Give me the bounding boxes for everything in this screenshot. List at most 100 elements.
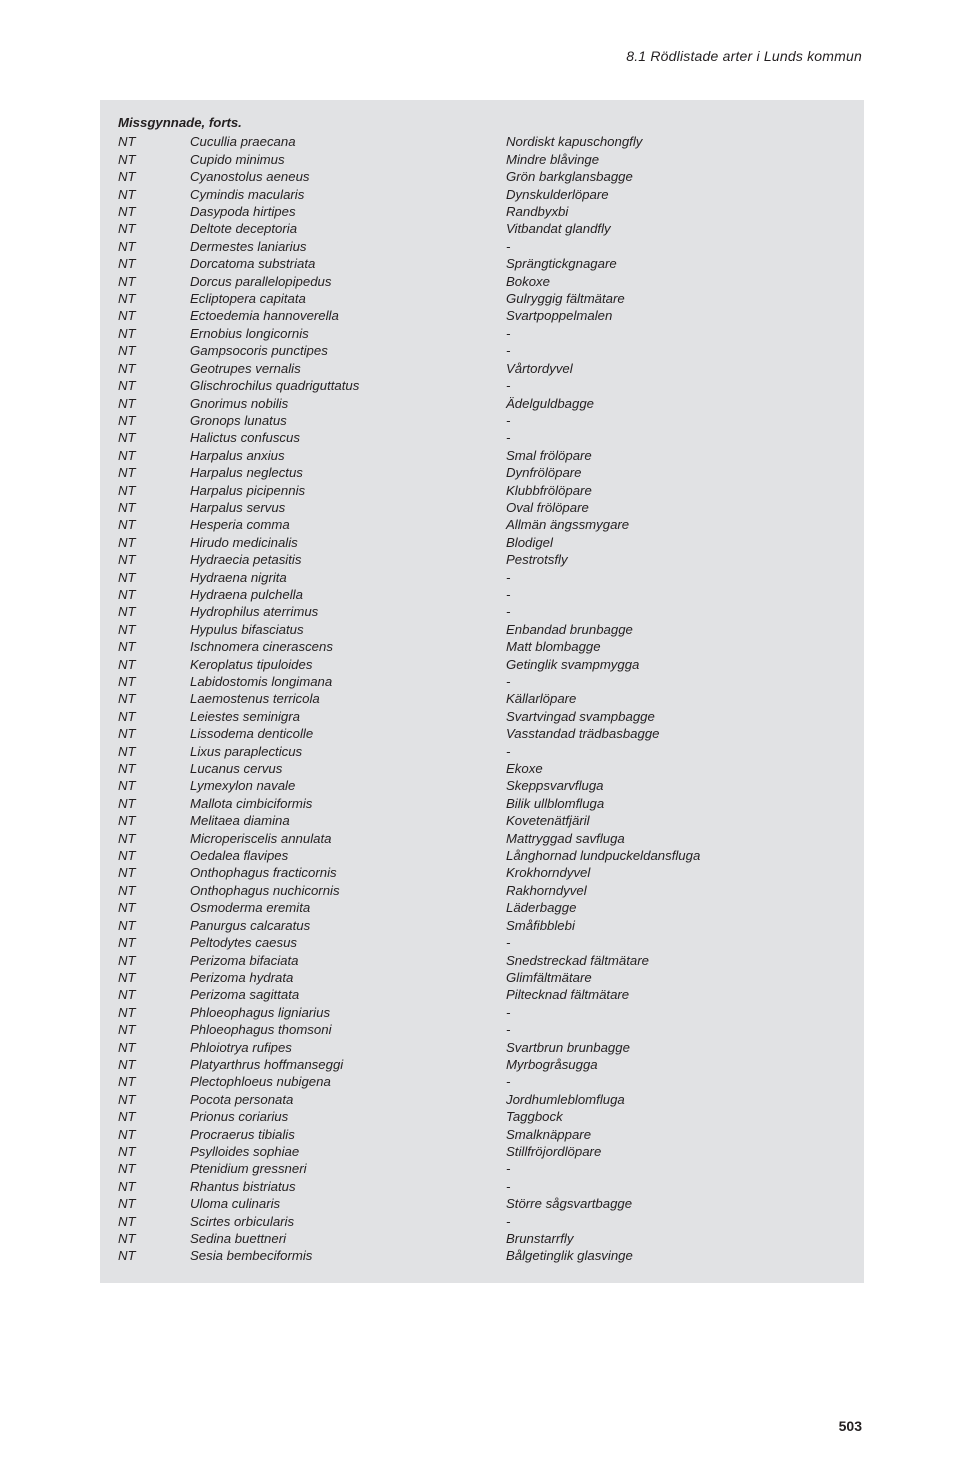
status-code: NT [118,882,190,899]
table-row: NTScirtes orbicularis- [118,1213,838,1230]
common-name: Klubbfrölöpare [506,482,838,499]
status-code: NT [118,1108,190,1125]
common-name: Långhornad lundpuckeldansfluga [506,847,838,864]
status-code: NT [118,1056,190,1073]
common-name: - [506,1021,838,1038]
scientific-name: Onthophagus nuchicornis [190,882,506,899]
table-row: NTPhloeophagus thomsoni- [118,1021,838,1038]
common-name: Myrbogråsugga [506,1056,838,1073]
common-name: - [506,603,838,620]
status-code: NT [118,934,190,951]
scientific-name: Lucanus cervus [190,760,506,777]
status-code: NT [118,133,190,150]
table-row: NTPerizoma bifaciataSnedstreckad fältmät… [118,952,838,969]
status-code: NT [118,429,190,446]
common-name: Vasstandad trädbasbagge [506,725,838,742]
status-code: NT [118,377,190,394]
table-row: NTHarpalus servusOval frölöpare [118,499,838,516]
common-name: Glimfältmätare [506,969,838,986]
table-row: NTCymindis macularisDynskulderlöpare [118,186,838,203]
scientific-name: Ectoedemia hannoverella [190,307,506,324]
table-row: NTHydraena pulchella- [118,586,838,603]
scientific-name: Peltodytes caesus [190,934,506,951]
status-code: NT [118,1126,190,1143]
common-name: Smal frölöpare [506,447,838,464]
scientific-name: Sesia bembeciformis [190,1247,506,1264]
table-row: NTCupido minimusMindre blåvinge [118,151,838,168]
scientific-name: Dasypoda hirtipes [190,203,506,220]
common-name: - [506,569,838,586]
table-row: NTCucullia praecanaNordiskt kapuschongfl… [118,133,838,150]
common-name: Kovetenätfjäril [506,812,838,829]
common-name: Blodigel [506,534,838,551]
scientific-name: Mallota cimbiciformis [190,795,506,812]
common-name: Piltecknad fältmätare [506,986,838,1003]
table-row: NTProcraerus tibialisSmalknäppare [118,1126,838,1143]
common-name: - [506,1213,838,1230]
table-row: NTLixus paraplecticus- [118,743,838,760]
status-code: NT [118,151,190,168]
scientific-name: Ptenidium gressneri [190,1160,506,1177]
status-code: NT [118,795,190,812]
common-name: Stillfröjordlöpare [506,1143,838,1160]
common-name: Gulryggig fältmätare [506,290,838,307]
common-name: Dynfrölöpare [506,464,838,481]
status-code: NT [118,708,190,725]
status-code: NT [118,917,190,934]
table-row: NTMicroperiscelis annulataMattryggad sav… [118,830,838,847]
scientific-name: Dermestes laniarius [190,238,506,255]
table-row: NTGnorimus nobilisÄdelguldbagge [118,395,838,412]
scientific-name: Geotrupes vernalis [190,360,506,377]
common-name: Källarlöpare [506,690,838,707]
common-name: - [506,1004,838,1021]
status-code: NT [118,238,190,255]
status-code: NT [118,516,190,533]
table-row: NTLissodema denticolleVasstandad trädbas… [118,725,838,742]
scientific-name: Microperiscelis annulata [190,830,506,847]
common-name: - [506,1073,838,1090]
common-name: Ädelguldbagge [506,395,838,412]
common-name: - [506,342,838,359]
scientific-name: Perizoma bifaciata [190,952,506,969]
table-row: NTHydraecia petasitisPestrotsfly [118,551,838,568]
table-row: NTSedina buettneriBrunstarrfly [118,1230,838,1247]
common-name: - [506,743,838,760]
status-code: NT [118,290,190,307]
scientific-name: Scirtes orbicularis [190,1213,506,1230]
table-row: NTIschnomera cinerascensMatt blombagge [118,638,838,655]
scientific-name: Gronops lunatus [190,412,506,429]
status-code: NT [118,342,190,359]
status-code: NT [118,899,190,916]
status-code: NT [118,847,190,864]
table-row: NTPlatyarthrus hoffmanseggiMyrbogråsugga [118,1056,838,1073]
table-row: NTLaemostenus terricolaKällarlöpare [118,690,838,707]
status-code: NT [118,673,190,690]
table-row: NTLabidostomis longimana- [118,673,838,690]
common-name: Svartbrun brunbagge [506,1039,838,1056]
status-code: NT [118,586,190,603]
status-code: NT [118,1039,190,1056]
status-code: NT [118,447,190,464]
scientific-name: Keroplatus tipuloides [190,656,506,673]
common-name: - [506,325,838,342]
status-code: NT [118,743,190,760]
table-row: NTCyanostolus aeneusGrön barkglansbagge [118,168,838,185]
common-name: Mindre blåvinge [506,151,838,168]
table-row: NTEctoedemia hannoverellaSvartpoppelmale… [118,307,838,324]
common-name: Läderbagge [506,899,838,916]
status-code: NT [118,499,190,516]
table-row: NTOsmoderma eremitaLäderbagge [118,899,838,916]
table-row: NTPerizoma hydrataGlimfältmätare [118,969,838,986]
scientific-name: Psylloides sophiae [190,1143,506,1160]
common-name: - [506,673,838,690]
scientific-name: Laemostenus terricola [190,690,506,707]
scientific-name: Prionus coriarius [190,1108,506,1125]
scientific-name: Cupido minimus [190,151,506,168]
status-code: NT [118,1091,190,1108]
scientific-name: Harpalus anxius [190,447,506,464]
table-row: NTUloma culinarisStörre sågsvartbagge [118,1195,838,1212]
status-code: NT [118,168,190,185]
status-code: NT [118,1178,190,1195]
scientific-name: Dorcus parallelopipedus [190,273,506,290]
common-name: Matt blombagge [506,638,838,655]
